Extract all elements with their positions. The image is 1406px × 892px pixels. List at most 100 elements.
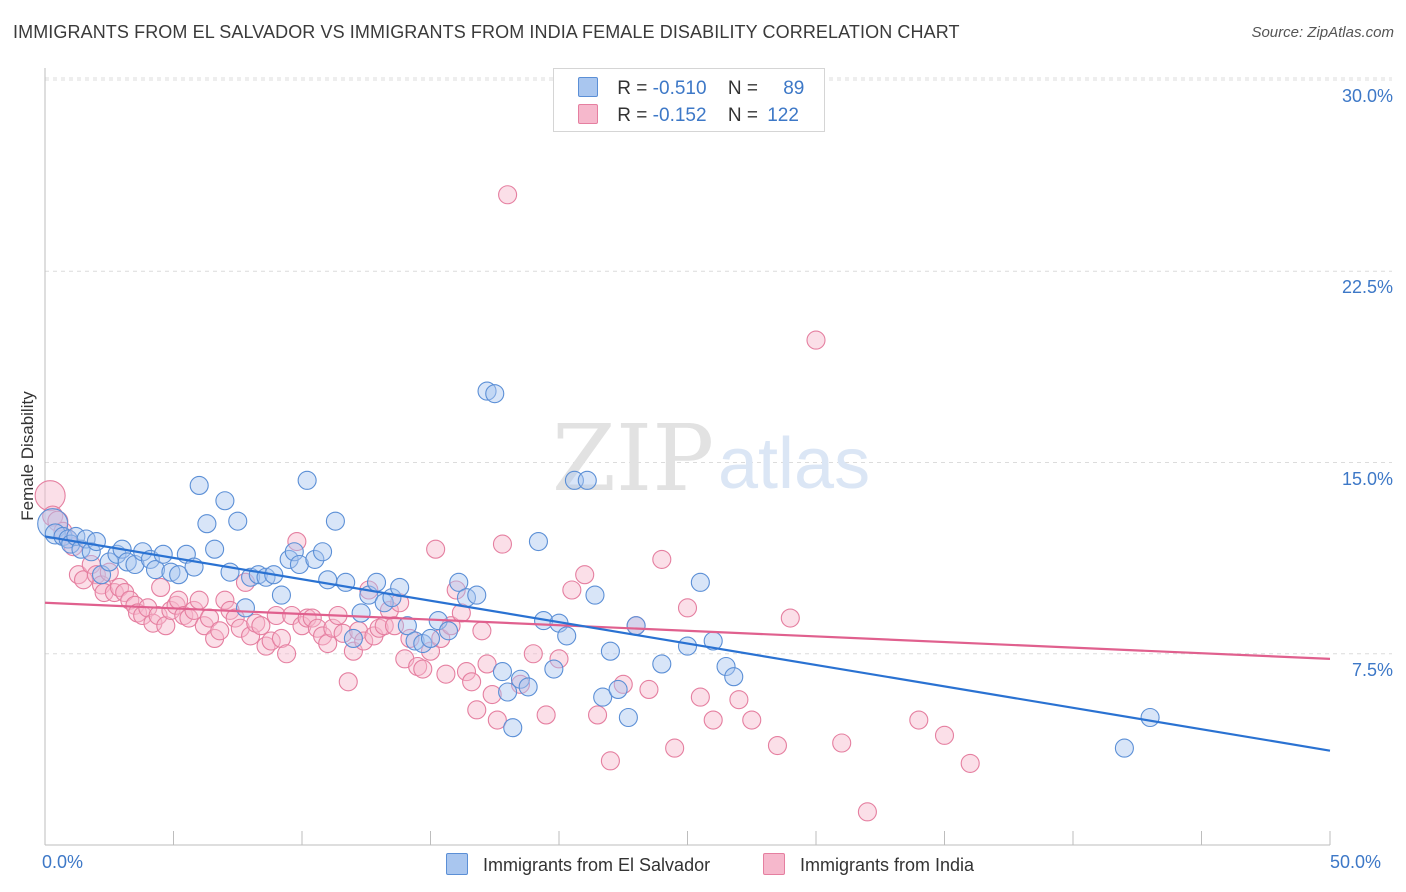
data-point bbox=[536, 705, 556, 725]
data-point bbox=[366, 572, 387, 592]
data-point bbox=[613, 674, 633, 694]
data-point bbox=[284, 542, 304, 562]
data-point bbox=[271, 585, 291, 605]
n-value: 89 bbox=[783, 78, 805, 99]
data-point bbox=[271, 628, 291, 649]
data-point bbox=[510, 669, 531, 689]
data-point bbox=[472, 621, 492, 641]
legend-item-el-salvador: Immigrants from El Salvador bbox=[446, 853, 710, 876]
data-point bbox=[34, 480, 66, 512]
data-point bbox=[277, 644, 297, 664]
data-point bbox=[960, 753, 980, 773]
data-point bbox=[408, 656, 428, 677]
y-tick-22-5: 22.5% bbox=[1341, 277, 1393, 297]
data-point bbox=[498, 185, 518, 205]
data-point bbox=[806, 330, 826, 350]
data-point bbox=[462, 672, 482, 692]
data-point bbox=[228, 511, 248, 531]
chart-title: IMMIGRANTS FROM EL SALVADOR VS IMMIGRANT… bbox=[13, 22, 960, 42]
data-point bbox=[626, 616, 646, 636]
pink-swatch-icon bbox=[578, 104, 598, 124]
data-point bbox=[492, 662, 513, 682]
data-point bbox=[585, 585, 605, 605]
data-point bbox=[99, 562, 119, 582]
data-point bbox=[230, 618, 250, 638]
data-point bbox=[436, 664, 456, 684]
watermark: ZIP atlas bbox=[552, 405, 870, 512]
data-point bbox=[420, 628, 441, 649]
data-point bbox=[503, 718, 523, 738]
data-point bbox=[169, 565, 189, 585]
data-point bbox=[724, 667, 744, 687]
data-point bbox=[241, 626, 261, 646]
trend-lines bbox=[44, 535, 1331, 752]
data-point bbox=[528, 531, 548, 552]
data-point bbox=[145, 560, 166, 580]
data-point bbox=[729, 690, 749, 710]
data-point bbox=[166, 595, 186, 615]
r-label: R = bbox=[617, 78, 648, 99]
data-point bbox=[189, 590, 209, 610]
data-point bbox=[197, 514, 217, 534]
r-label: R = bbox=[617, 105, 648, 126]
data-point bbox=[151, 577, 171, 598]
source-label: Source: ZipAtlas.com bbox=[1251, 24, 1394, 41]
axes bbox=[44, 68, 1331, 846]
data-point bbox=[297, 470, 317, 490]
data-point bbox=[690, 572, 710, 592]
pink-swatch-icon bbox=[763, 853, 785, 875]
watermark-atlas: atlas bbox=[718, 424, 870, 504]
data-point bbox=[577, 470, 597, 490]
data-point bbox=[593, 687, 613, 707]
legend-row-el-salvador: R = -0.510 N = 89 bbox=[578, 77, 804, 99]
data-point bbox=[677, 598, 698, 618]
data-point bbox=[323, 618, 343, 638]
data-point bbox=[251, 616, 271, 636]
data-point bbox=[413, 659, 433, 679]
x-tick-50: 50.0% bbox=[1330, 852, 1382, 872]
india-trend-line bbox=[44, 601, 1331, 660]
data-point bbox=[205, 539, 225, 559]
data-point bbox=[318, 633, 338, 654]
data-point bbox=[325, 511, 345, 531]
stats-legend: R = -0.510 N = 89 R = -0.152 N = 122 bbox=[553, 68, 825, 132]
data-point bbox=[575, 565, 595, 585]
data-point bbox=[161, 562, 181, 582]
legend-item-india: Immigrants from India bbox=[763, 853, 974, 876]
data-point bbox=[477, 381, 497, 401]
grid-lines bbox=[45, 77, 1392, 655]
data-point bbox=[235, 598, 256, 618]
data-point bbox=[127, 603, 148, 623]
data-point bbox=[446, 580, 466, 600]
data-point bbox=[857, 802, 877, 822]
data-point bbox=[639, 679, 659, 700]
data-point bbox=[449, 572, 469, 592]
n-label: N = bbox=[727, 105, 758, 126]
data-point bbox=[343, 628, 363, 649]
data-point bbox=[74, 570, 94, 590]
y-tick-30: 30.0% bbox=[1341, 86, 1393, 106]
data-point bbox=[161, 600, 181, 620]
data-point bbox=[148, 605, 168, 626]
data-point bbox=[289, 554, 309, 575]
data-point bbox=[832, 733, 852, 753]
data-point bbox=[652, 654, 672, 674]
legend-row-india: R = -0.152 N = 122 bbox=[578, 104, 799, 126]
data-point bbox=[549, 649, 569, 669]
data-point bbox=[456, 662, 477, 682]
legend-label: Immigrants from El Salvador bbox=[483, 855, 711, 875]
data-point bbox=[557, 626, 577, 646]
data-point bbox=[338, 672, 358, 692]
r-value: -0.152 bbox=[652, 105, 707, 126]
data-point bbox=[215, 491, 235, 511]
data-point bbox=[156, 616, 176, 636]
data-point bbox=[109, 577, 130, 598]
data-point bbox=[266, 605, 286, 626]
y-tick-15: 15.0% bbox=[1341, 469, 1393, 489]
legend-label: Immigrants from India bbox=[800, 855, 975, 875]
data-point bbox=[117, 552, 137, 572]
data-point bbox=[600, 751, 620, 771]
n-label: N = bbox=[727, 78, 758, 99]
data-point bbox=[256, 636, 276, 656]
